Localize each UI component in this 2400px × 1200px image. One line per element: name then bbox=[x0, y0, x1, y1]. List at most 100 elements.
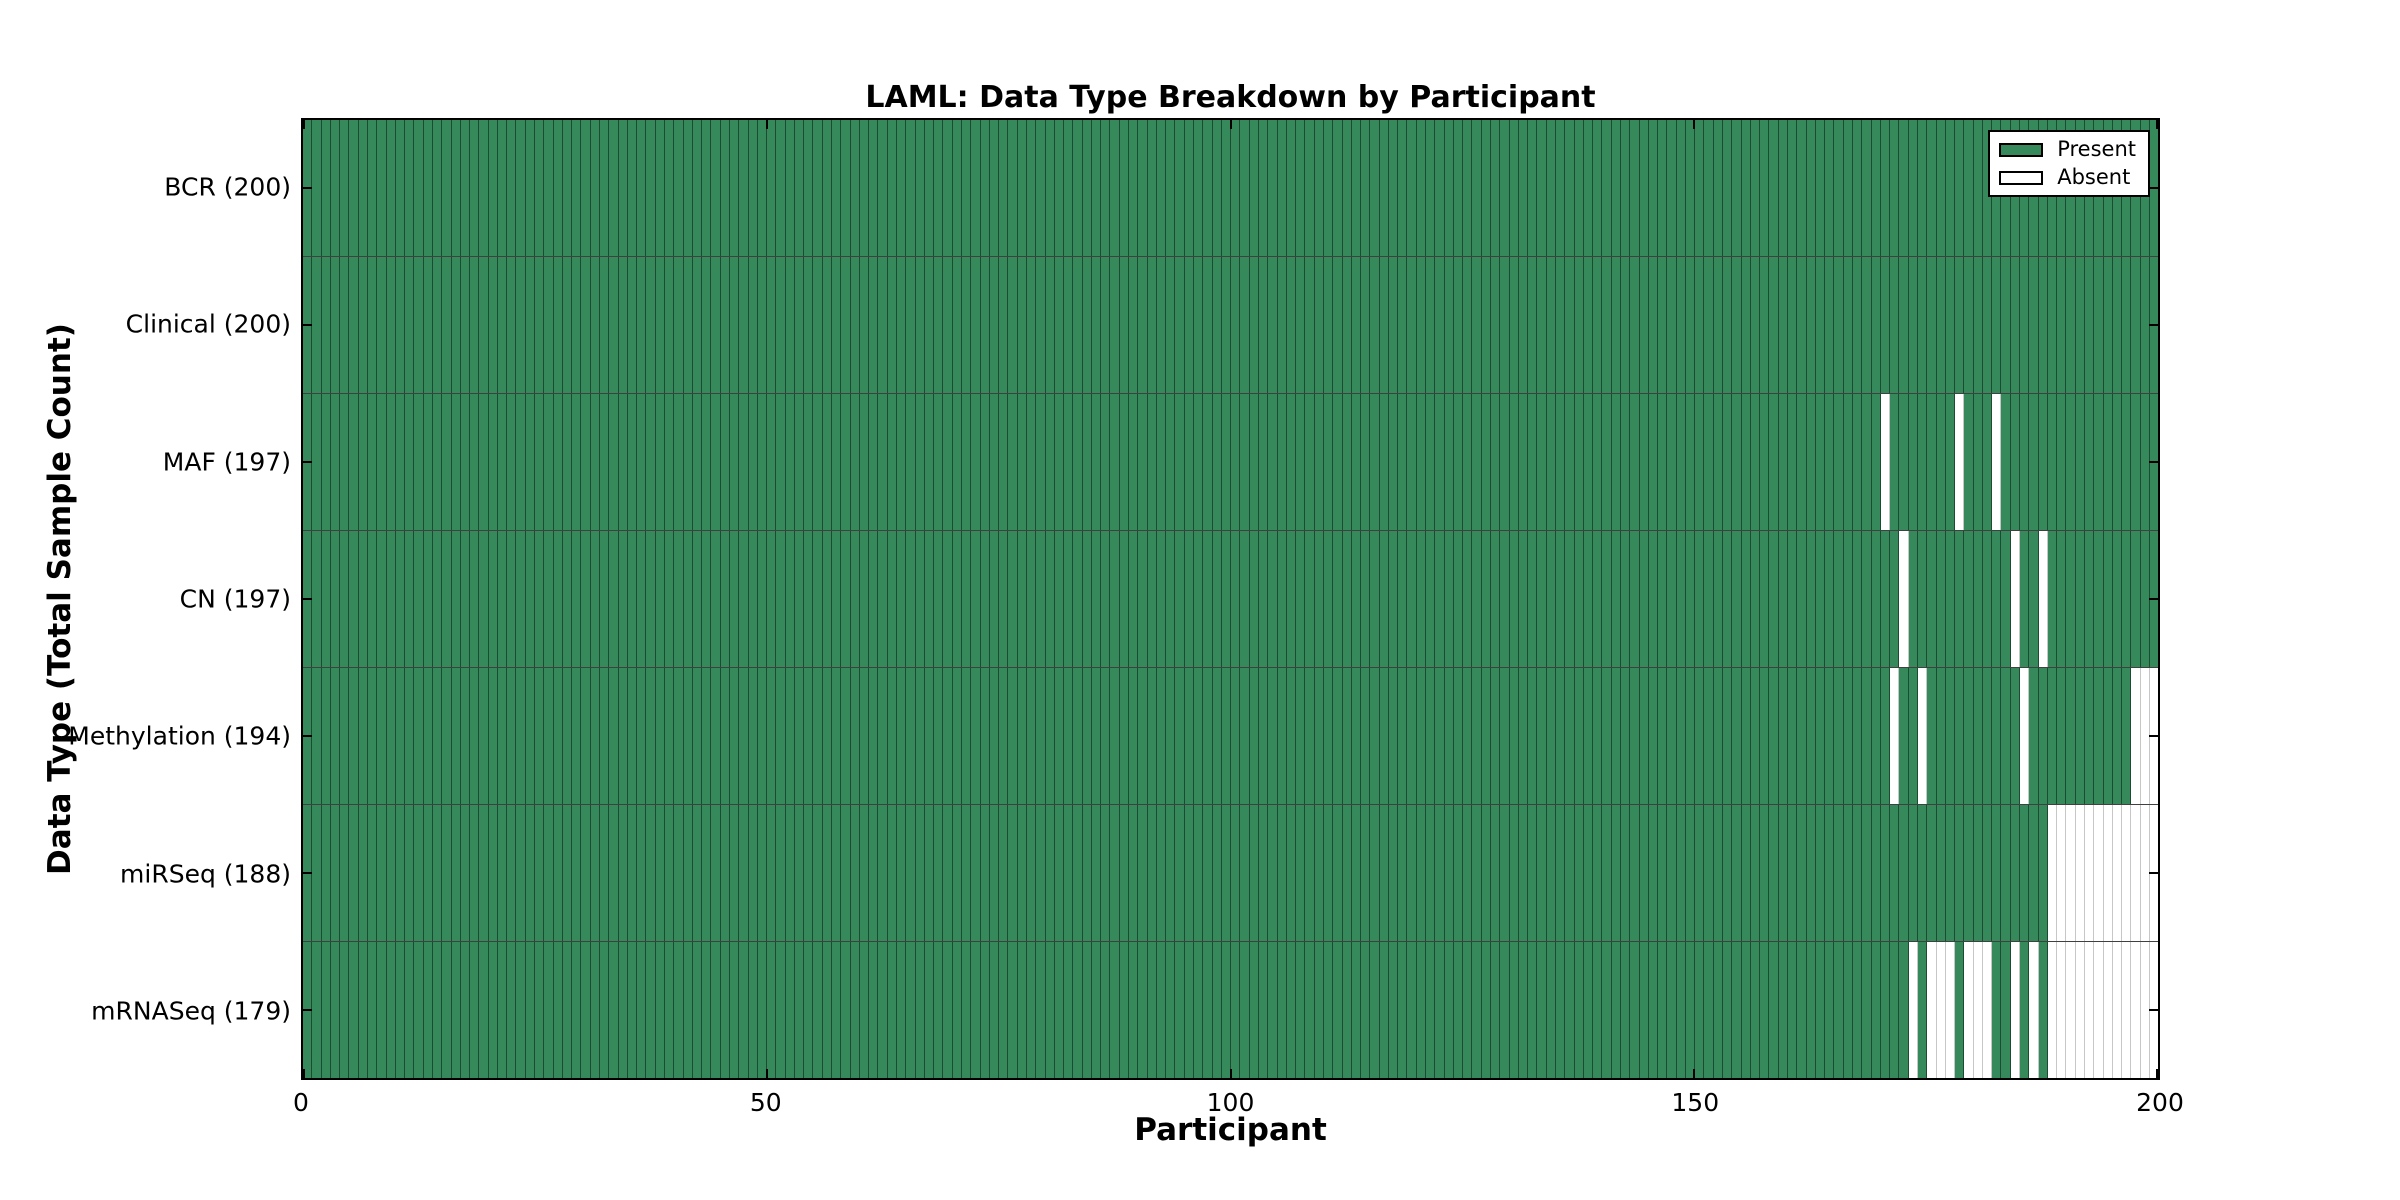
matrix-cell bbox=[720, 257, 730, 393]
matrix-cell bbox=[711, 531, 721, 667]
matrix-cell bbox=[609, 531, 619, 667]
matrix-cell bbox=[1435, 805, 1445, 941]
matrix-cell bbox=[674, 531, 684, 667]
matrix-cell bbox=[757, 531, 768, 667]
matrix-cell bbox=[776, 531, 786, 667]
matrix-cell bbox=[1240, 942, 1250, 1078]
matrix-cell bbox=[785, 668, 795, 804]
matrix-cell bbox=[1110, 942, 1120, 1078]
matrix-cell bbox=[451, 394, 461, 530]
matrix-cell bbox=[1045, 942, 1055, 1078]
matrix-cell bbox=[1537, 120, 1547, 256]
matrix-cell bbox=[1973, 257, 1983, 393]
matrix-cell bbox=[1036, 257, 1046, 393]
y-tick-label-Clinical: Clinical (200) bbox=[125, 309, 291, 339]
matrix-cell bbox=[702, 394, 712, 530]
matrix-cell bbox=[887, 805, 897, 941]
matrix-cell bbox=[1119, 394, 1130, 530]
matrix-cell bbox=[869, 942, 879, 1078]
matrix-cell bbox=[600, 805, 610, 941]
matrix-cell bbox=[683, 257, 693, 393]
matrix-cell bbox=[915, 668, 925, 804]
matrix-cell bbox=[340, 668, 350, 804]
matrix-cell bbox=[1491, 668, 1501, 804]
matrix-cell bbox=[312, 805, 322, 941]
matrix-cell bbox=[1982, 942, 1993, 1078]
matrix-cell bbox=[1221, 120, 1232, 256]
matrix-cell bbox=[1463, 942, 1473, 1078]
matrix-cell bbox=[1546, 805, 1556, 941]
matrix-cell bbox=[1194, 531, 1204, 667]
matrix-cell bbox=[832, 942, 842, 1078]
matrix-cell bbox=[1741, 257, 1751, 393]
matrix-cell bbox=[1788, 668, 1798, 804]
matrix-cell bbox=[525, 257, 536, 393]
matrix-cell bbox=[804, 257, 814, 393]
matrix-cell bbox=[1982, 394, 1993, 530]
matrix-cell bbox=[1546, 668, 1556, 804]
matrix-cell bbox=[748, 805, 758, 941]
matrix-cell bbox=[2112, 531, 2123, 667]
matrix-cell bbox=[1342, 668, 1352, 804]
matrix-cell bbox=[1973, 668, 1983, 804]
matrix-cell bbox=[1119, 942, 1130, 1078]
matrix-cell bbox=[1871, 531, 1881, 667]
matrix-cell bbox=[1333, 120, 1343, 256]
matrix-cell bbox=[1713, 531, 1724, 667]
matrix-cell bbox=[1936, 531, 1946, 667]
matrix-cell bbox=[1518, 942, 1529, 1078]
matrix-cell bbox=[943, 668, 953, 804]
matrix-cell bbox=[841, 668, 851, 804]
matrix-cell bbox=[535, 668, 545, 804]
matrix-cell bbox=[2020, 531, 2030, 667]
matrix-cell bbox=[646, 668, 656, 804]
matrix-cell bbox=[1862, 531, 1872, 667]
matrix-cell bbox=[497, 394, 508, 530]
matrix-cell bbox=[1648, 942, 1659, 1078]
matrix-cell bbox=[1630, 531, 1640, 667]
matrix-cell bbox=[1221, 942, 1232, 1078]
matrix-cell bbox=[1323, 942, 1334, 1078]
matrix-cell bbox=[1769, 942, 1779, 1078]
matrix-cell bbox=[822, 668, 833, 804]
matrix-cell bbox=[1611, 805, 1621, 941]
matrix-cell bbox=[553, 942, 563, 1078]
matrix-cell bbox=[1370, 942, 1380, 1078]
matrix-cell bbox=[1175, 394, 1185, 530]
matrix-cell bbox=[1119, 120, 1130, 256]
matrix-cell bbox=[1750, 942, 1761, 1078]
matrix-cell bbox=[1361, 120, 1371, 256]
matrix-cell bbox=[1472, 942, 1482, 1078]
matrix-cell bbox=[2057, 942, 2067, 1078]
matrix-cell bbox=[711, 120, 721, 256]
matrix-cell bbox=[1463, 668, 1473, 804]
matrix-cell bbox=[1945, 942, 1956, 1078]
matrix-cell bbox=[897, 257, 907, 393]
matrix-cell bbox=[2131, 257, 2141, 393]
matrix-cell bbox=[1750, 668, 1761, 804]
matrix-cell bbox=[377, 668, 387, 804]
matrix-cell bbox=[1565, 531, 1575, 667]
matrix-cell bbox=[1982, 257, 1993, 393]
matrix-cell bbox=[1973, 531, 1983, 667]
matrix-cell bbox=[646, 942, 656, 1078]
matrix-cell bbox=[2010, 531, 2021, 667]
matrix-cell bbox=[581, 531, 591, 667]
matrix-cell bbox=[989, 120, 1000, 256]
matrix-cell bbox=[516, 257, 526, 393]
matrix-cell bbox=[1166, 394, 1176, 530]
matrix-cell bbox=[674, 668, 684, 804]
x-tick-mark bbox=[303, 1069, 305, 1078]
matrix-cell bbox=[859, 805, 870, 941]
matrix-cell bbox=[952, 668, 962, 804]
matrix-cell bbox=[1834, 257, 1844, 393]
matrix-cell bbox=[2131, 668, 2141, 804]
matrix-cell bbox=[1676, 531, 1686, 667]
matrix-cell bbox=[553, 668, 563, 804]
matrix-cell bbox=[1481, 668, 1491, 804]
matrix-cell bbox=[664, 257, 675, 393]
x-tick-label: 200 bbox=[2136, 1088, 2184, 1117]
matrix-cell bbox=[1351, 805, 1362, 941]
matrix-cell bbox=[1936, 120, 1946, 256]
matrix-cell bbox=[702, 942, 712, 1078]
